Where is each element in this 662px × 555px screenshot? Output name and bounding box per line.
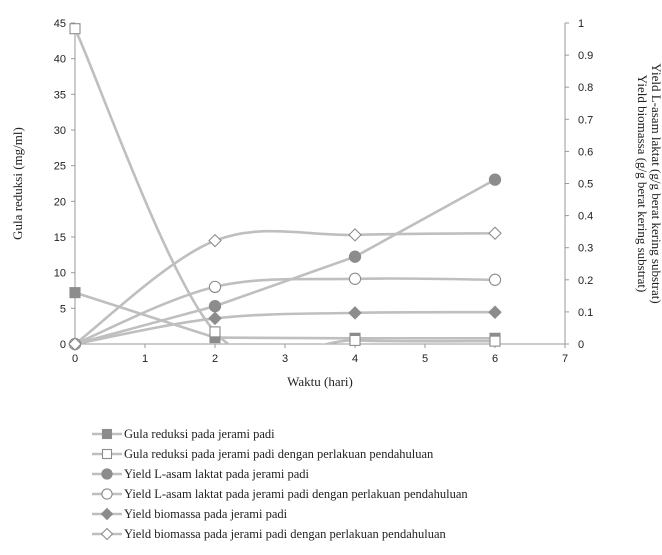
y-axis-right-title-biomass: Yield biomassa (g/g berat kering substra… — [635, 75, 650, 293]
series-6-point — [348, 228, 362, 242]
x-tick-label: 2 — [212, 353, 218, 365]
y-left-tick-label: 10 — [54, 268, 66, 280]
y-left-tick-label: 20 — [54, 196, 66, 208]
legend-label: Yield biomassa pada jerami padi — [124, 507, 288, 521]
y-right-tick-label: 0.7 — [578, 114, 593, 126]
series-markers — [68, 23, 502, 351]
y-axis-right-title-lactic: Yield L-asam laktat (g/g berat kering su… — [649, 63, 662, 303]
y-right-tick-label: 0.1 — [578, 307, 593, 319]
y-right-tick-label: 0.5 — [578, 179, 593, 191]
series-line-5 — [75, 310, 496, 344]
legend-label: Gula reduksi pada jerami padi — [124, 427, 275, 441]
y-right-tick-label: 0.2 — [578, 275, 593, 287]
series-3-point — [208, 299, 222, 313]
y-right-tick-label: 0.9 — [578, 50, 593, 62]
series-4-point — [348, 272, 362, 285]
series-5-point — [348, 306, 362, 320]
y-right-tick-label: 1 — [578, 18, 584, 30]
legend-label: Yield biomassa pada jerami padi dengan p… — [124, 527, 447, 541]
x-tick-label: 7 — [562, 353, 568, 365]
series-5-point — [488, 305, 502, 319]
x-tick-label: 0 — [72, 353, 78, 365]
x-tick-label: 4 — [352, 353, 358, 365]
y-left-tick-label: 25 — [54, 161, 66, 173]
series-line-1 — [75, 291, 495, 340]
legend-swatch-marker — [100, 527, 114, 541]
series-3-point — [488, 173, 502, 186]
series-line-4 — [75, 277, 496, 344]
y-right-tick-label: 0.6 — [578, 146, 593, 158]
series-4-point — [488, 273, 502, 286]
series-4-point — [208, 280, 222, 294]
series-lines — [75, 28, 496, 344]
y-right-tick-label: 0.3 — [578, 243, 593, 255]
legend-swatch-marker — [100, 507, 114, 521]
series-2-point — [349, 334, 361, 346]
series-2-point — [69, 23, 81, 35]
x-tick-label: 6 — [492, 353, 498, 365]
y-right-tick-label: 0 — [578, 339, 584, 351]
legend-label: Yield L-asam laktat pada jerami padi den… — [124, 487, 468, 501]
x-tick-label: 3 — [282, 353, 288, 365]
series-2-point — [209, 326, 221, 338]
y-right-tick-label: 0.4 — [578, 211, 593, 223]
y-axis-left-title: Gula reduksi (mg/ml) — [10, 127, 25, 240]
legend-swatch-marker — [101, 488, 113, 500]
series-line-6 — [75, 229, 496, 344]
series-line-3 — [75, 178, 496, 344]
series-6-point — [488, 226, 502, 241]
y-left-tick-label: 15 — [54, 232, 66, 244]
y-left-tick-label: 35 — [54, 89, 66, 101]
y-left-tick-label: 45 — [54, 18, 66, 30]
series-1-point — [69, 287, 81, 299]
series-6-point — [68, 337, 82, 351]
y-left-tick-label: 40 — [54, 54, 66, 66]
legend-label: Gula reduksi pada jerami padi dengan per… — [124, 447, 434, 461]
y-left-tick-label: 0 — [60, 339, 66, 351]
series-2-point — [489, 335, 501, 347]
y-left-tick-label: 5 — [60, 303, 66, 315]
legend-swatch-marker — [101, 428, 113, 440]
legend: Gula reduksi pada jerami padi Gula reduks… — [92, 427, 468, 541]
series-line-2 — [75, 28, 496, 344]
y-left-tick-label: 30 — [54, 125, 66, 137]
axes: 0 1 2 3 4 5 6 705101520253035404500.10.20.30.40… — [54, 18, 594, 365]
x-tick-label: 5 — [422, 353, 428, 365]
legend-swatch-marker — [101, 468, 113, 480]
series-3-point — [348, 250, 362, 263]
x-tick-label: 1 — [142, 353, 148, 365]
legend-swatch-marker — [101, 448, 113, 460]
y-right-tick-label: 0.8 — [578, 82, 593, 94]
x-axis-title: Waktu (hari) — [287, 374, 353, 389]
series-5-point — [208, 311, 222, 326]
legend-label: Yield L-asam laktat pada jerami padi — [124, 467, 310, 481]
series-6-point — [208, 233, 222, 248]
